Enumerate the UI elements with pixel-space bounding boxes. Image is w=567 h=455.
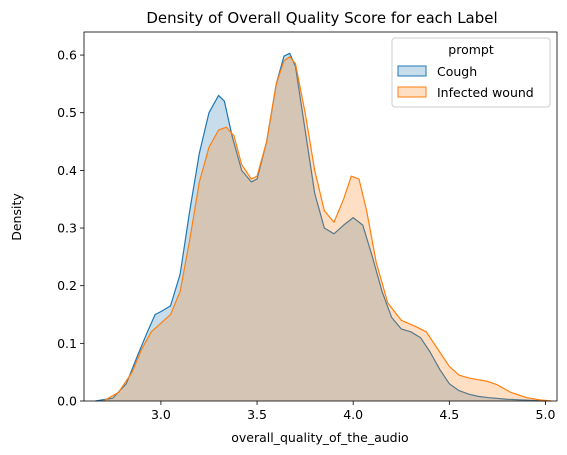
legend: prompt Cough Infected wound <box>391 37 551 108</box>
chart-title: Density of Overall Quality Score for eac… <box>146 9 497 27</box>
series-layer <box>95 52 552 402</box>
density-area-cough <box>95 53 546 401</box>
x-tick-label: 3.0 <box>151 407 171 422</box>
x-axis: 3.0 3.5 4.0 4.5 5.0 <box>151 401 555 422</box>
legend-box <box>391 37 551 108</box>
legend-label-infected-wound: Infected wound <box>437 85 534 100</box>
x-tick-label: 4.0 <box>343 407 363 422</box>
x-tick-label: 3.5 <box>247 407 267 422</box>
density-area-infected-wound <box>103 56 552 401</box>
legend-title: prompt <box>448 42 494 57</box>
y-tick-label: 0.3 <box>57 221 77 236</box>
legend-swatch-infected-wound <box>397 86 427 98</box>
y-tick-label: 0.4 <box>57 163 77 178</box>
legend-swatch-cough <box>397 65 427 77</box>
x-tick-label: 4.5 <box>439 407 459 422</box>
x-axis-label: overall_quality_of_the_audio <box>231 430 408 445</box>
x-tick-label: 5.0 <box>536 407 556 422</box>
y-tick-label: 0.0 <box>57 394 77 409</box>
y-axis-label: Density <box>9 193 24 241</box>
y-tick-label: 0.5 <box>57 105 77 120</box>
y-axis: 0.0 0.1 0.2 0.3 0.4 0.5 0.6 <box>57 48 84 409</box>
y-tick-label: 0.1 <box>57 336 77 351</box>
y-tick-label: 0.6 <box>57 48 77 63</box>
density-line-infected-wound <box>102 56 552 402</box>
legend-label-cough: Cough <box>437 64 477 79</box>
y-tick-label: 0.2 <box>57 278 77 293</box>
density-line-cough <box>95 52 546 402</box>
plot-frame <box>83 31 558 402</box>
